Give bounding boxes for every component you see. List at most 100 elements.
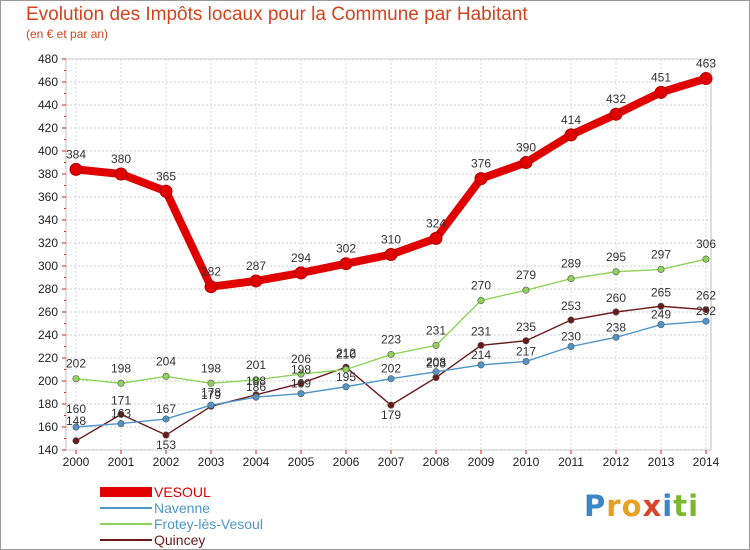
data-label: 260 [606,291,626,305]
data-label: 202 [66,357,86,371]
data-label: 324 [426,216,446,230]
x-tick-label: 2010 [513,455,540,469]
y-tick-label: 300 [38,259,58,273]
y-tick-label: 160 [38,420,58,434]
data-label: 206 [291,352,311,366]
data-point-vesoul [519,156,533,169]
legend-label: Frotey-lès-Vesoul [154,516,263,532]
chart-title: Evolution des Impôts locaux pour la Comm… [26,4,528,25]
data-label: 231 [426,323,446,337]
data-label: 295 [606,250,626,264]
data-point-quincey [612,308,620,316]
data-label: 289 [561,257,581,271]
legend-label: Quincey [154,532,206,548]
data-label: 384 [66,147,86,161]
data-label: 463 [696,57,716,71]
data-point-frotey-les-vesoul [567,275,575,283]
data-label: 252 [696,304,716,318]
y-tick-label: 220 [38,351,58,365]
axis-layer: 140 160 180 200 220 240 260 280 300 320 340 360 380 4… [38,52,720,469]
legend-item: Frotey-lès-Vesoul [100,516,360,532]
x-tick-label: 2009 [468,455,495,469]
y-tick-label: 360 [38,190,58,204]
logo-letter: r [606,489,622,523]
data-label: 376 [471,157,491,171]
x-tick-label: 2004 [243,455,270,469]
data-label: 179 [201,388,221,402]
legend-item: VESOUL [100,484,360,500]
data-label: 223 [381,333,401,347]
data-point-frotey-les-vesoul [252,376,260,384]
y-tick-label: 380 [38,167,58,181]
data-label: 297 [651,247,671,261]
data-point-quincey [72,437,80,445]
data-label: 238 [606,320,626,334]
data-point-vesoul [339,257,353,271]
y-tick-label: 180 [38,397,58,411]
y-tick-label: 400 [38,144,58,158]
data-label: 265 [651,285,671,299]
data-point-navenne [72,423,80,431]
y-tick-label: 480 [38,52,58,66]
logo-letter: i [662,489,674,523]
data-point-quincey [117,410,125,418]
data-label: 212 [336,346,356,360]
x-tick-label: 2007 [378,455,405,469]
data-label: 167 [156,402,176,416]
data-point-quincey [522,337,530,345]
data-label: 171 [111,393,131,407]
data-label: 179 [381,408,401,422]
data-label: 451 [651,70,671,84]
x-tick-label: 2006 [333,455,360,469]
data-point-vesoul [609,107,623,121]
data-label: 230 [561,330,581,344]
y-tick-label: 280 [38,282,58,296]
y-tick-label: 200 [38,374,58,388]
data-point-frotey-les-vesoul [432,341,440,349]
legend-swatch [100,507,152,509]
data-point-navenne [387,375,395,383]
y-tick-label: 340 [38,213,58,227]
data-point-navenne [297,390,305,398]
data-label: 189 [291,377,311,391]
logo-letter: o [621,489,643,523]
x-tick-label: 2014 [693,455,720,469]
data-point-navenne [567,342,575,350]
data-label: 153 [156,438,176,452]
data-point-vesoul [474,172,488,186]
data-point-navenne [252,393,260,401]
data-point-frotey-les-vesoul [612,268,620,276]
legend-item: Quincey [100,532,360,548]
data-point-quincey [387,401,395,409]
data-label: 279 [516,268,536,282]
legend-label: VESOUL [154,484,211,500]
y-tick-label: 440 [38,98,58,112]
data-point-quincey [162,431,170,439]
data-point-frotey-les-vesoul [207,379,215,387]
data-point-navenne [522,357,530,365]
data-label: 253 [561,299,581,313]
data-label: 202 [381,362,401,376]
x-tick-label: 2012 [603,455,630,469]
data-point-vesoul [249,274,263,288]
y-tick-label: 240 [38,328,58,342]
legend-swatch [100,487,152,497]
data-label: 204 [156,354,176,368]
data-label: 282 [201,265,221,279]
data-point-frotey-les-vesoul [657,265,665,273]
data-label: 217 [516,344,536,358]
legend-label: Navenne [154,500,211,516]
data-point-frotey-les-vesoul [162,372,170,380]
data-label: 294 [291,251,311,265]
data-point-frotey-les-vesoul [297,370,305,378]
data-point-vesoul [654,85,668,99]
data-label: 306 [696,237,716,251]
data-point-vesoul [384,248,398,261]
data-point-quincey [477,341,485,349]
legend-swatch [100,539,152,541]
x-tick-label: 2005 [288,455,315,469]
data-point-quincey [567,316,575,324]
logo-letter: t [673,489,689,523]
data-label: 163 [111,407,131,421]
legend: VESOUL Navenne Frotey-lès-Vesoul Quincey [100,484,360,548]
